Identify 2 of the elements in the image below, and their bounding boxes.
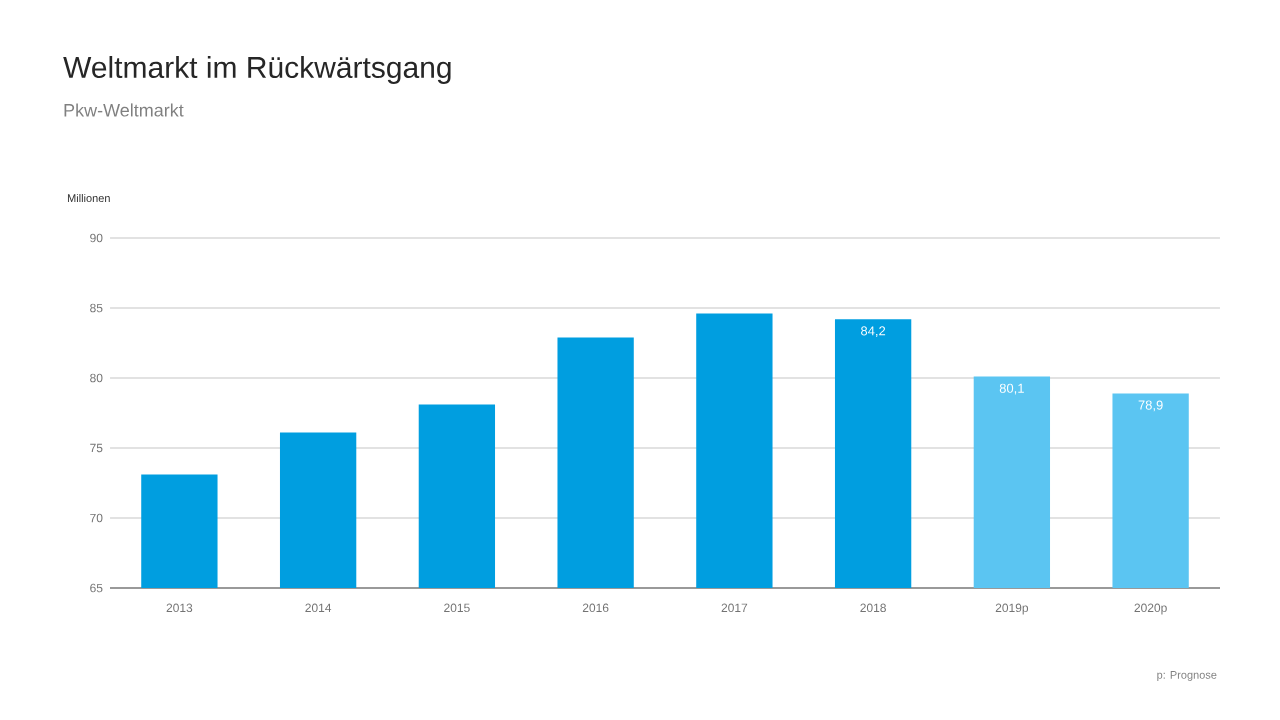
chart-title: Weltmarkt im Rückwärtsgang — [63, 56, 451, 84]
chart-subtitle: Pkw-Weltmarkt — [64, 103, 184, 117]
